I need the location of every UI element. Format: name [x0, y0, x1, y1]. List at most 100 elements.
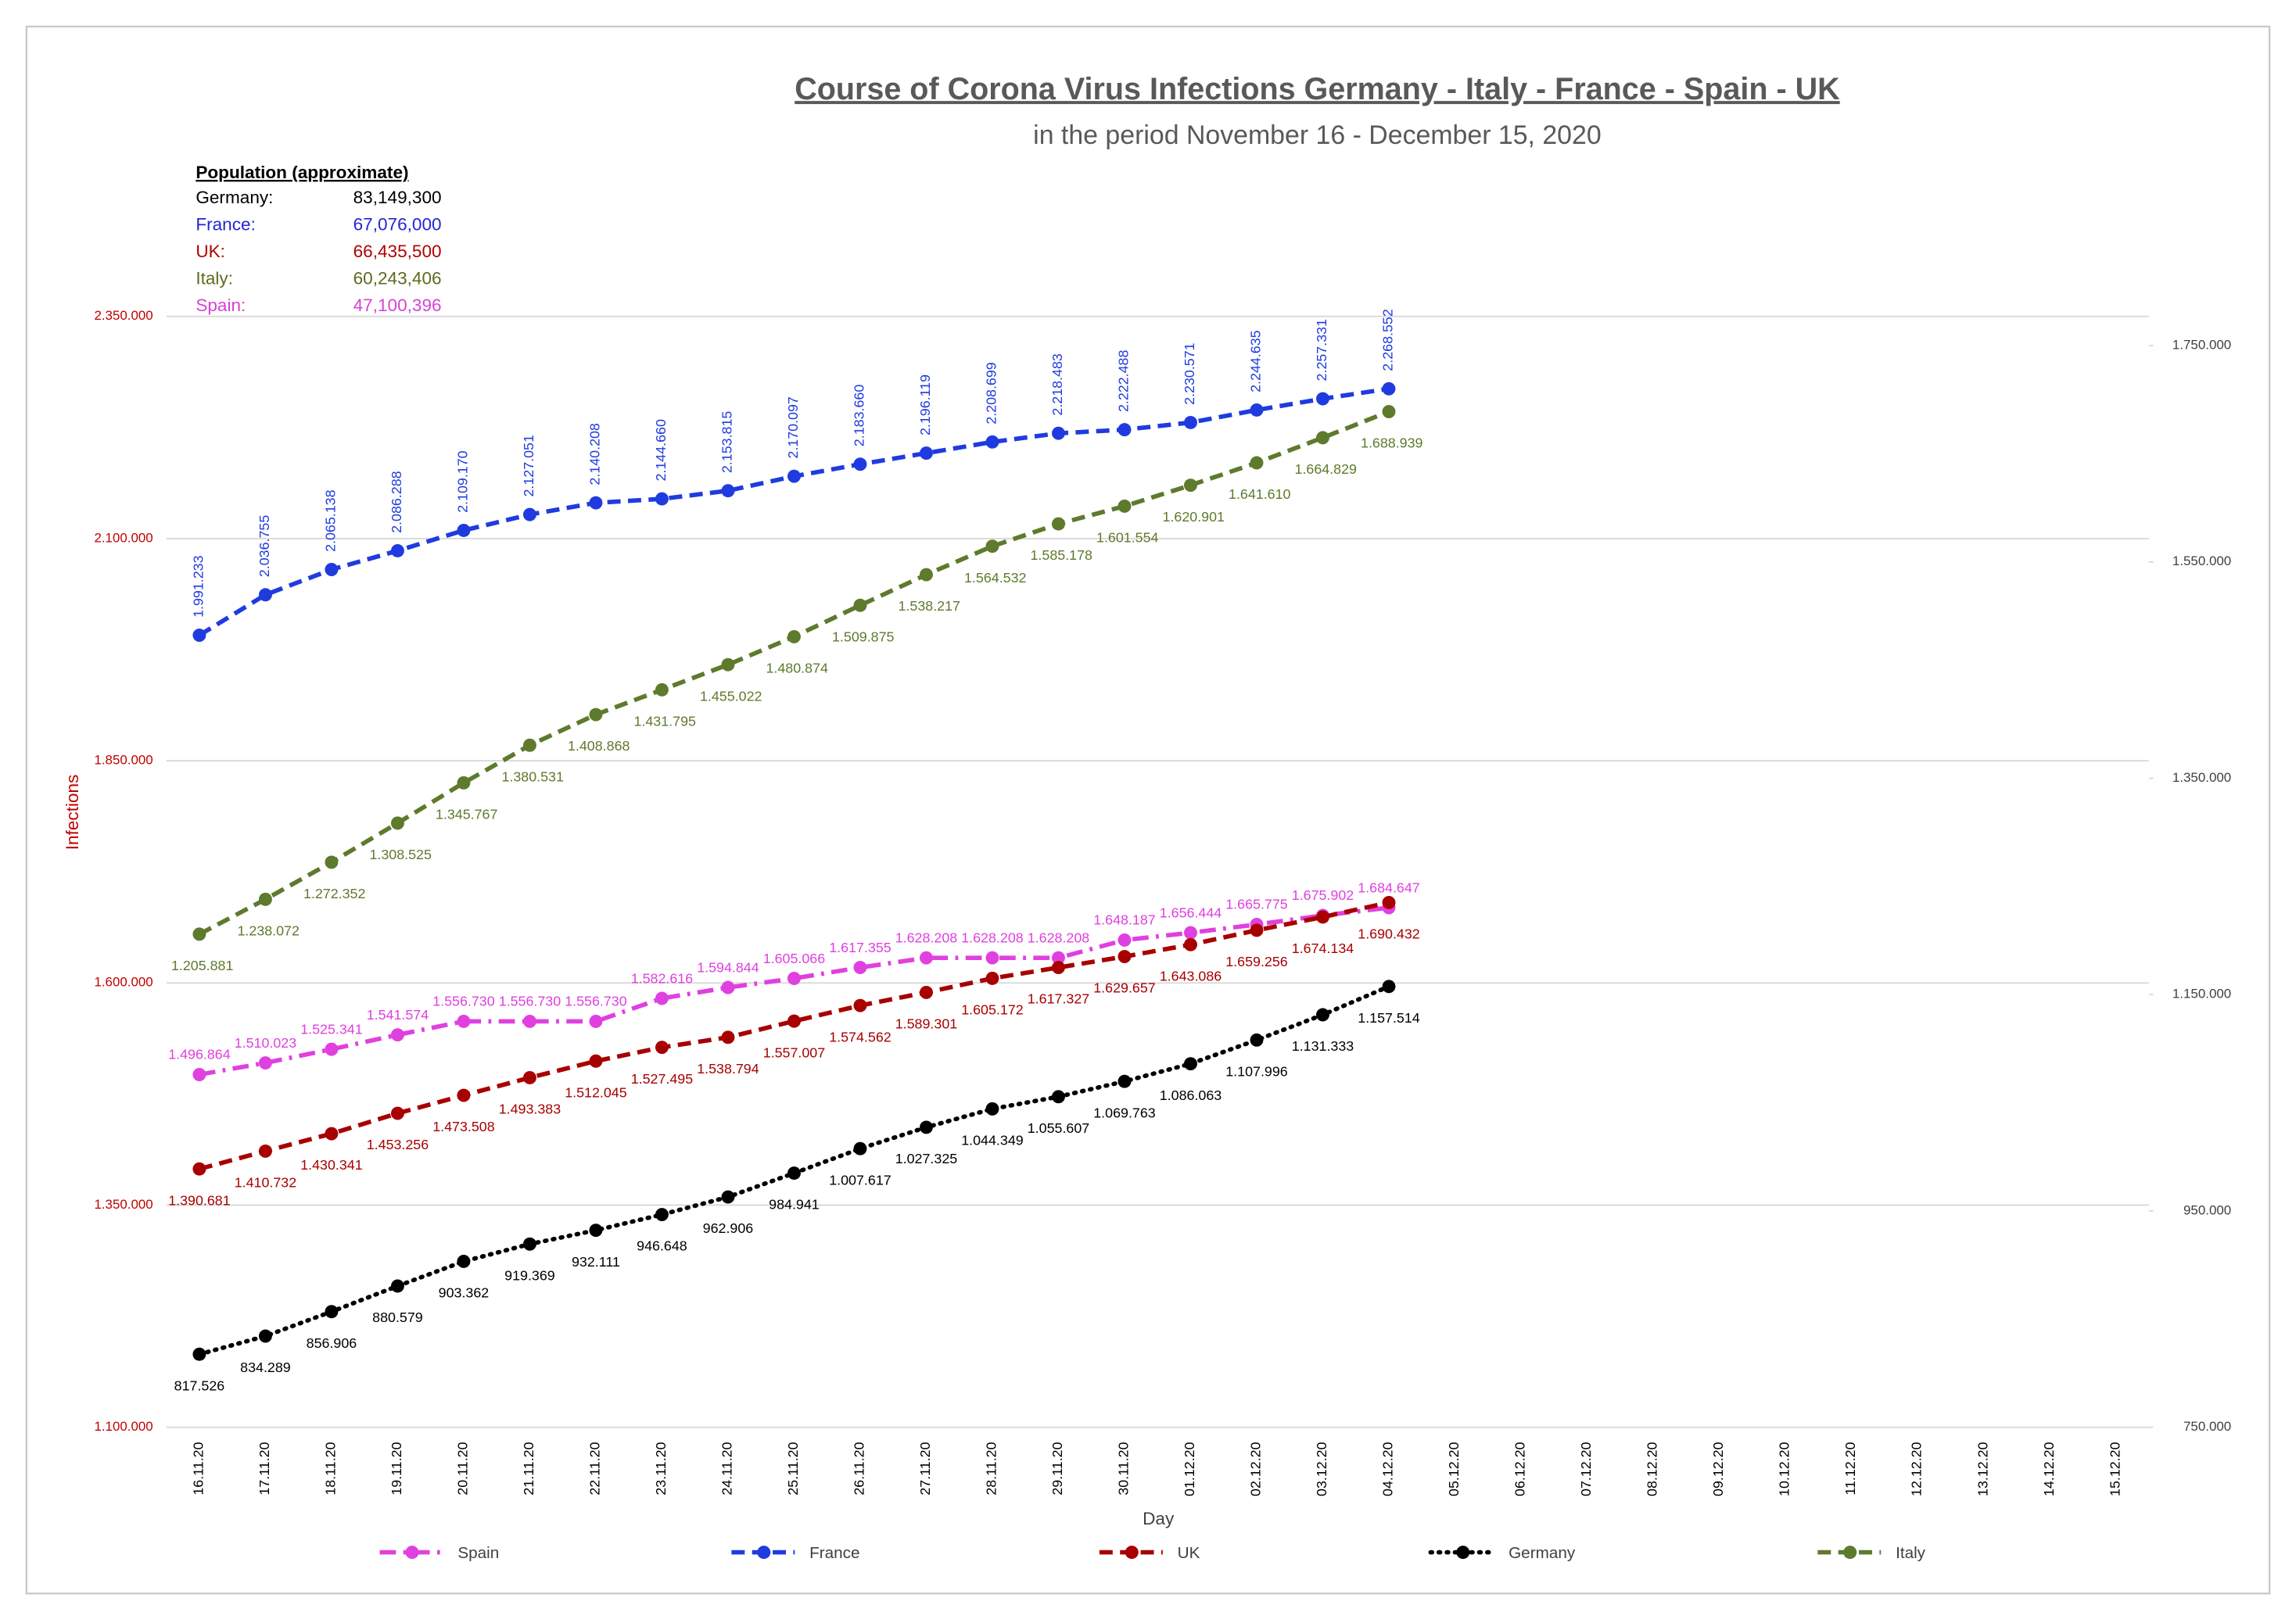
x-tick-label: 30.11.20 — [1116, 1442, 1132, 1495]
data-point — [1118, 933, 1132, 947]
x-tick-label: 08.12.20 — [1645, 1442, 1660, 1496]
data-point — [589, 708, 603, 722]
data-label: 856.906 — [307, 1335, 357, 1351]
data-label: 1.007.617 — [829, 1172, 891, 1188]
data-label: 2.140.208 — [587, 423, 603, 485]
data-label: 2.268.552 — [1380, 309, 1396, 371]
x-tick-label: 20.11.20 — [455, 1442, 471, 1495]
data-label: 1.629.657 — [1093, 980, 1156, 996]
data-label: 1.675.902 — [1292, 887, 1354, 903]
data-label: 1.473.508 — [432, 1119, 495, 1134]
legend-label: France — [809, 1544, 859, 1562]
data-label: 1.496.864 — [168, 1047, 231, 1062]
x-tick-label: 11.12.20 — [1842, 1442, 1858, 1495]
x-tick-label: 03.12.20 — [1314, 1442, 1329, 1496]
data-point — [1184, 937, 1197, 951]
data-label: 817.526 — [174, 1378, 225, 1393]
population-name: France: — [196, 215, 256, 235]
data-point — [655, 683, 669, 697]
data-label: 2.230.571 — [1182, 342, 1197, 405]
data-label: 1.538.794 — [697, 1061, 759, 1077]
legend-label: UK — [1178, 1544, 1200, 1562]
data-point — [258, 588, 272, 602]
data-label: 1.493.383 — [499, 1102, 561, 1117]
x-tick-label: 07.12.20 — [1578, 1442, 1594, 1496]
data-label: 1.131.333 — [1292, 1038, 1354, 1054]
data-point — [1052, 426, 1065, 440]
data-point — [589, 496, 603, 510]
data-label: 834.289 — [240, 1360, 291, 1375]
data-point — [655, 991, 669, 1005]
data-point — [1118, 950, 1132, 964]
y-tick-label: 2.100.000 — [94, 530, 152, 545]
x-tick-label: 14.12.20 — [2041, 1442, 2057, 1496]
data-point — [192, 1347, 206, 1361]
data-label: 1.574.562 — [829, 1029, 891, 1044]
data-label: 962.906 — [703, 1220, 754, 1236]
data-point — [985, 1102, 999, 1116]
population-value: 47,100,396 — [353, 296, 442, 315]
data-point — [325, 1305, 339, 1319]
y-axis-label: Infections — [63, 775, 82, 851]
x-tick-label: 28.11.20 — [984, 1442, 999, 1495]
data-label: 1.628.208 — [895, 930, 958, 945]
x-tick-label: 05.12.20 — [1446, 1442, 1462, 1496]
data-point — [1184, 415, 1197, 429]
data-point — [919, 568, 933, 582]
data-point — [325, 1127, 339, 1141]
data-label: 1.538.217 — [899, 598, 961, 614]
data-point — [1250, 1033, 1264, 1047]
data-point — [457, 523, 471, 537]
data-point — [522, 1237, 536, 1251]
data-label: 1.628.208 — [1028, 930, 1090, 945]
data-label: 2.127.051 — [521, 435, 536, 497]
y2-tick-label: 1.750.000 — [2172, 338, 2231, 353]
data-point — [1052, 951, 1065, 965]
data-point — [589, 1014, 603, 1028]
x-tick-label: 17.11.20 — [257, 1442, 272, 1495]
data-label: 2.208.699 — [984, 362, 999, 425]
population-value: 66,435,500 — [353, 242, 442, 261]
data-point — [919, 1120, 933, 1134]
legend-label: Germany — [1509, 1544, 1576, 1562]
data-label: 1.585.178 — [1031, 547, 1093, 563]
data-point — [589, 1224, 603, 1238]
data-point — [655, 1041, 669, 1055]
data-label: 1.991.233 — [191, 555, 206, 618]
data-point — [457, 1014, 471, 1028]
x-tick-label: 26.11.20 — [852, 1442, 867, 1495]
x-tick-label: 12.12.20 — [1909, 1442, 1925, 1496]
data-label: 880.579 — [372, 1310, 423, 1325]
data-point — [1118, 423, 1132, 437]
data-label: 1.308.525 — [369, 847, 432, 862]
data-label: 1.628.208 — [961, 930, 1024, 945]
data-point — [390, 543, 404, 557]
data-point — [258, 1056, 272, 1070]
data-label: 1.157.514 — [1358, 1010, 1420, 1026]
data-point — [853, 961, 867, 974]
data-label: 1.044.349 — [961, 1133, 1024, 1148]
data-label: 946.648 — [637, 1238, 687, 1254]
data-point — [589, 1054, 603, 1068]
data-point — [1118, 499, 1132, 513]
y-tick-label: 1.100.000 — [94, 1419, 152, 1434]
data-label: 1.688.939 — [1361, 435, 1423, 451]
data-label: 1.512.045 — [565, 1084, 627, 1100]
data-label: 1.509.875 — [832, 629, 895, 644]
data-point — [1382, 382, 1396, 396]
x-tick-label: 10.12.20 — [1777, 1442, 1792, 1496]
x-tick-label: 21.11.20 — [521, 1442, 536, 1495]
y2-tick-label: 1.350.000 — [2172, 770, 2231, 785]
data-label: 1.345.767 — [436, 806, 498, 822]
data-point — [655, 492, 669, 506]
x-tick-label: 18.11.20 — [323, 1442, 339, 1495]
x-tick-label: 04.12.20 — [1380, 1442, 1396, 1496]
data-point — [721, 1030, 735, 1044]
data-label: 2.170.097 — [785, 396, 801, 459]
data-point — [787, 972, 801, 985]
chart-title: Course of Corona Virus Infections German… — [795, 72, 1840, 106]
legend-marker — [1125, 1546, 1139, 1560]
y2-tick-label: 950.000 — [2183, 1202, 2231, 1217]
data-point — [1316, 431, 1329, 445]
data-label: 1.238.072 — [237, 923, 300, 938]
